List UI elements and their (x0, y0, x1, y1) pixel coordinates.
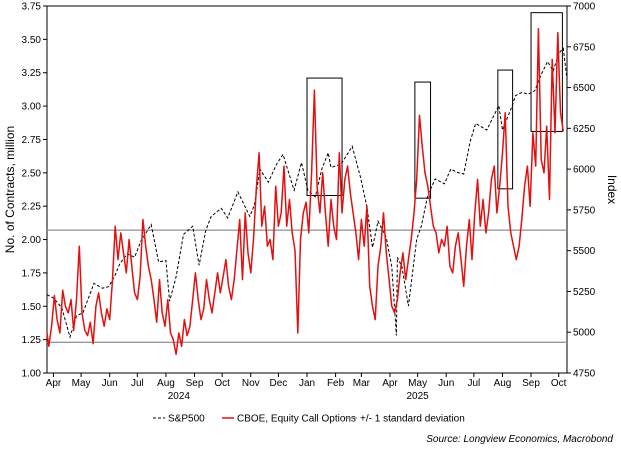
y2-tick-label: 7000 (573, 2, 596, 13)
y2-tick-label: 5750 (573, 205, 596, 216)
x-tick-label: Oct (214, 378, 230, 389)
std-dev-bands (47, 229, 567, 343)
legend-label-3: +/- 1 standard deviation (360, 414, 465, 425)
x-tick-label: Aug (494, 378, 512, 389)
x-tick-label: Mar (353, 378, 371, 389)
legend: S&P500 CBOE, Equity Call Options +/- 1 sta… (153, 414, 465, 425)
x-tick-label: Apr (46, 378, 62, 389)
y-tick-label: 1.25 (22, 335, 42, 346)
y-tick-label: 1.00 (22, 369, 42, 380)
highlight-box-2 (414, 81, 432, 199)
y-tick-label: 3.75 (22, 2, 42, 13)
x-tick-label: Jun (102, 378, 118, 389)
series-line-cboe-calls (46, 27, 565, 356)
x-tick-label: Jan (299, 378, 315, 389)
x-year-label: 2024 (168, 391, 191, 402)
x-tick-label: Nov (242, 378, 260, 389)
x-tick-label: Jun (438, 378, 454, 389)
x-tick-label: Aug (157, 378, 175, 389)
y-tick-label: 1.75 (22, 268, 42, 279)
x-tick-label: Apr (382, 378, 398, 389)
y-tick-label: 3.50 (22, 35, 42, 46)
x-tick-label: Jul (131, 378, 144, 389)
legend-label-1: S&P500 (168, 414, 205, 425)
x-tick-label: Dec (270, 378, 288, 389)
x-axis: Apr May Jun Jul Aug Sep Oct Nov Dec Jan Feb Mar Apr M… (46, 373, 567, 402)
x-tick-label: May (408, 378, 427, 389)
y-tick-label: 2.50 (22, 168, 42, 179)
x-tick-label: Jul (467, 378, 480, 389)
y-tick-label: 1.50 (22, 302, 42, 313)
y-tick-label: 2.75 (22, 135, 42, 146)
y-tick-label: 3.00 (22, 102, 42, 113)
y-tick-label: 3.25 (22, 68, 42, 79)
y2-tick-label: 4750 (573, 369, 596, 380)
y-axis-title: No. of Contracts, million (3, 126, 17, 253)
y2-axis-title: Index (605, 175, 619, 204)
x-tick-label: Feb (327, 378, 345, 389)
x-tick-label: May (72, 378, 91, 389)
highlight-box-3 (497, 69, 514, 190)
left-axis: 1.00 1.25 1.50 1.75 2.00 2.25 2.50 2.75 3.00 3.25… (22, 2, 47, 380)
legend-label-2: CBOE, Equity Call Options (237, 414, 356, 425)
y2-tick-label: 6000 (573, 165, 596, 176)
highlight-box-4 (530, 12, 563, 132)
x-tick-label: Oct (551, 378, 567, 389)
y2-tick-label: 6750 (573, 42, 596, 53)
y2-tick-label: 6250 (573, 124, 596, 135)
right-axis: 4750 5000 5250 5500 5750 6000 6250 6500 6750 7000 (567, 2, 596, 380)
y-tick-label: 2.00 (22, 235, 42, 246)
y-tick-label: 2.25 (22, 202, 42, 213)
y2-tick-label: 5250 (573, 287, 596, 298)
source-note: Source: Longview Economics, Macrobond (426, 434, 613, 445)
series-line-sp500 (46, 47, 568, 339)
series-layer (46, 27, 568, 356)
highlight-boxes (306, 12, 563, 199)
x-year-label: 2025 (407, 391, 430, 402)
y2-tick-label: 6500 (573, 83, 596, 94)
x-tick-label: Sep (186, 378, 204, 389)
y2-tick-label: 5500 (573, 246, 596, 257)
x-tick-label: Sep (522, 378, 540, 389)
y2-tick-label: 5000 (573, 328, 596, 339)
